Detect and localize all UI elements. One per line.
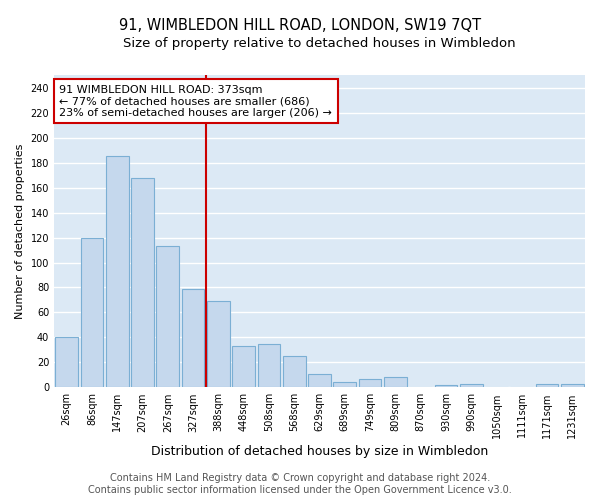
Bar [131,178,154,388]
Bar [359,378,382,388]
Text: 91 WIMBLEDON HILL ROAD: 373sqm
← 77% of detached houses are smaller (686)
23% of: 91 WIMBLEDON HILL ROAD: 373sqm ← 77% of … [59,84,332,118]
Text: Contains HM Land Registry data © Crown copyright and database right 2024.
Contai: Contains HM Land Registry data © Crown c… [88,474,512,495]
Bar [232,346,255,388]
Bar [257,344,280,388]
Bar [55,338,78,388]
Y-axis label: Number of detached properties: Number of detached properties [15,144,25,319]
Bar [384,378,407,388]
Bar [182,288,205,388]
Title: Size of property relative to detached houses in Wimbledon: Size of property relative to detached ho… [123,38,516,51]
Bar [334,382,356,388]
Bar [283,356,305,388]
Bar [434,385,457,388]
Bar [561,384,584,388]
Bar [80,238,103,388]
Bar [157,246,179,388]
Bar [106,156,128,388]
X-axis label: Distribution of detached houses by size in Wimbledon: Distribution of detached houses by size … [151,444,488,458]
Bar [308,374,331,388]
Bar [536,384,559,388]
Bar [207,301,230,388]
Bar [460,384,482,388]
Text: 91, WIMBLEDON HILL ROAD, LONDON, SW19 7QT: 91, WIMBLEDON HILL ROAD, LONDON, SW19 7Q… [119,18,481,32]
